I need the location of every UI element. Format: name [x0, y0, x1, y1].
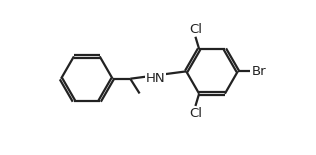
Text: Br: Br [251, 65, 266, 78]
Text: Cl: Cl [189, 107, 202, 120]
Text: Cl: Cl [189, 22, 202, 35]
Text: HN: HN [145, 72, 165, 85]
